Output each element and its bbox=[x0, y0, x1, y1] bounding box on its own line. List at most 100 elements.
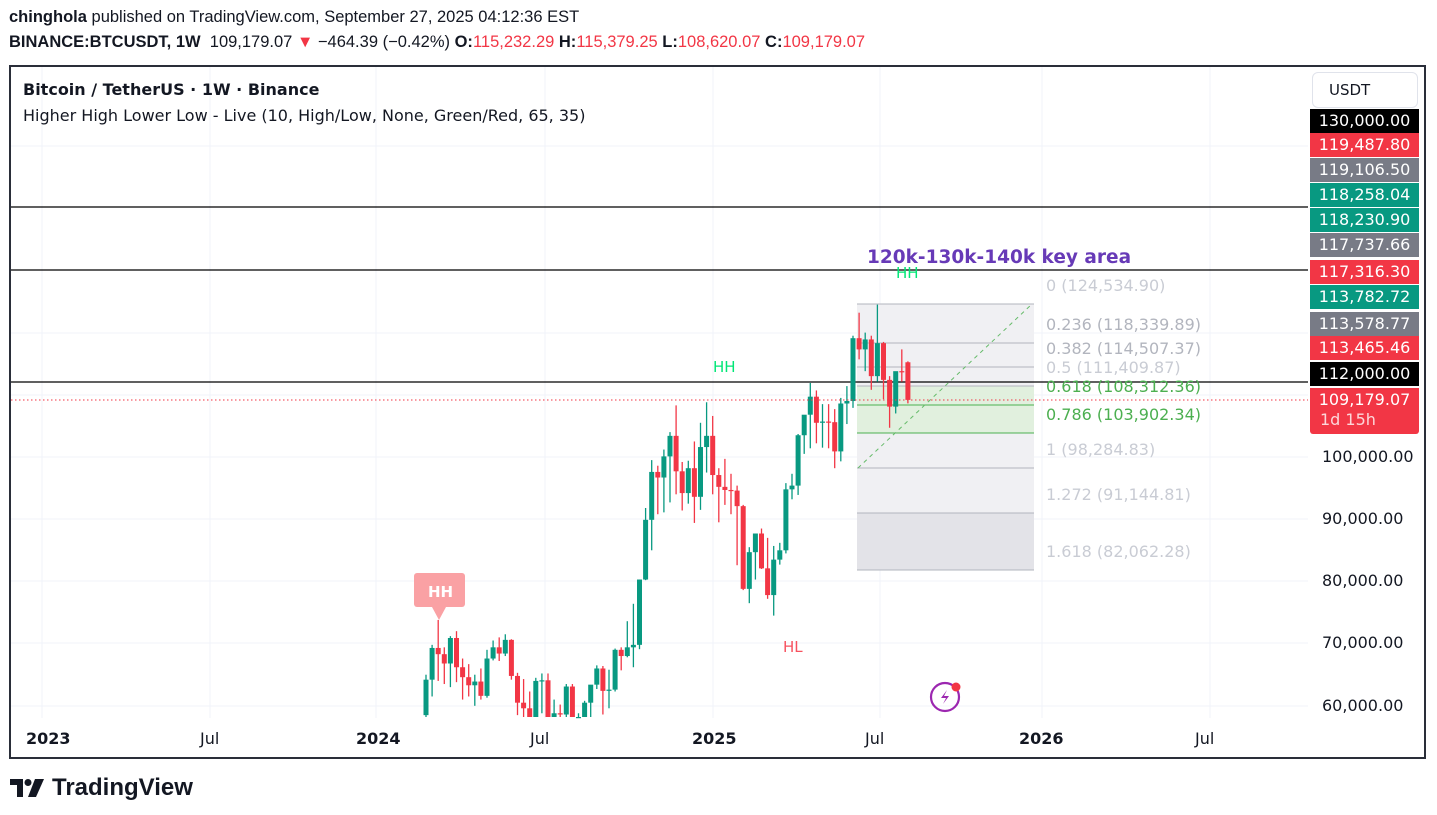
candle bbox=[478, 681, 484, 696]
fib-level-label: 0 (124,534.90) bbox=[1046, 276, 1166, 295]
price-label: 118,258.04 bbox=[1310, 183, 1419, 207]
higher-high-label: HH bbox=[896, 264, 919, 282]
price-label: 112,000.00 bbox=[1310, 362, 1419, 386]
candle bbox=[710, 435, 716, 476]
candle bbox=[801, 414, 807, 436]
candle bbox=[704, 435, 710, 448]
low-value: 108,620.07 bbox=[677, 33, 761, 51]
candle bbox=[551, 713, 557, 717]
fib-level-label: 1.618 (82,062.28) bbox=[1046, 542, 1191, 561]
candle bbox=[856, 338, 862, 350]
candle bbox=[533, 680, 539, 717]
time-tick: 2024 bbox=[356, 729, 401, 748]
time-tick: 2026 bbox=[1019, 729, 1064, 748]
candle bbox=[655, 471, 661, 478]
candle bbox=[868, 339, 874, 377]
current-price-value: 109,179.07 bbox=[1318, 390, 1411, 409]
time-tick: Jul bbox=[1195, 729, 1215, 748]
candle bbox=[423, 679, 429, 716]
open-value: 115,232.29 bbox=[472, 33, 555, 51]
candle bbox=[472, 681, 478, 686]
candle bbox=[679, 471, 685, 494]
price-label: 119,487.80 bbox=[1310, 133, 1419, 157]
candle bbox=[466, 677, 472, 686]
candle bbox=[813, 396, 819, 423]
lightning-icon[interactable] bbox=[929, 681, 961, 713]
published-text: published on TradingView.com, September … bbox=[91, 8, 580, 26]
bar-countdown: 1d 15h bbox=[1320, 410, 1376, 429]
time-tick: 2023 bbox=[26, 729, 71, 748]
candle bbox=[777, 550, 783, 560]
candle bbox=[905, 362, 911, 400]
tradingview-logo-icon bbox=[10, 779, 44, 797]
candle bbox=[862, 339, 868, 350]
candle bbox=[765, 568, 771, 596]
chart-frame bbox=[9, 65, 1426, 759]
candle bbox=[527, 708, 533, 717]
author-name[interactable]: chinghola bbox=[9, 8, 87, 26]
candle bbox=[691, 468, 697, 497]
price-label: 117,316.30 bbox=[1310, 260, 1419, 284]
candle bbox=[667, 435, 673, 457]
publish-info: chinghola published on TradingView.com, … bbox=[9, 8, 579, 27]
candle bbox=[850, 338, 856, 402]
last-price: 109,179.07 bbox=[209, 33, 293, 51]
candle bbox=[795, 435, 801, 486]
fib-level-label: 0.618 (108,312.36) bbox=[1046, 377, 1201, 396]
currency-button[interactable]: USDT bbox=[1312, 72, 1418, 108]
candle bbox=[435, 647, 441, 655]
fib-level-label: 0.5 (111,409.87) bbox=[1046, 358, 1181, 377]
price-tick: 70,000.00 bbox=[1322, 633, 1404, 652]
candle bbox=[826, 421, 832, 423]
symbol-info-bar: BINANCE:BTCUSDT, 1W 109,179.07 ▼ −464.39… bbox=[9, 33, 865, 52]
price-change: −464.39 (−0.42%) bbox=[317, 33, 450, 51]
candle bbox=[600, 668, 606, 691]
candle bbox=[789, 485, 795, 490]
candle bbox=[496, 647, 502, 654]
price-label: 113,465.46 bbox=[1310, 336, 1419, 360]
down-arrow-icon: ▼ bbox=[296, 33, 314, 51]
key-area-annotation[interactable]: 120k-130k-140k key area bbox=[867, 247, 1132, 268]
candle bbox=[838, 403, 844, 452]
open-label: O: bbox=[454, 33, 473, 51]
candle bbox=[752, 533, 758, 553]
candlestick-series bbox=[423, 304, 911, 719]
candle bbox=[588, 684, 594, 703]
candle bbox=[649, 471, 655, 520]
price-tick: 90,000.00 bbox=[1322, 509, 1404, 528]
candle bbox=[807, 396, 813, 415]
close-label: C: bbox=[765, 33, 783, 51]
price-tick: 80,000.00 bbox=[1322, 571, 1404, 590]
price-label: 113,578.77 bbox=[1310, 312, 1419, 336]
candle bbox=[563, 686, 569, 715]
candle bbox=[716, 475, 722, 487]
candle bbox=[569, 686, 575, 717]
candle bbox=[484, 658, 490, 696]
candle bbox=[783, 489, 789, 551]
fib-level-label: 0.236 (118,339.89) bbox=[1046, 315, 1201, 334]
tradingview-logo[interactable]: TradingView bbox=[10, 774, 193, 802]
candle bbox=[844, 401, 850, 404]
candle bbox=[771, 559, 777, 596]
candle bbox=[832, 422, 838, 452]
price-label: 119,106.50 bbox=[1310, 158, 1419, 182]
low-label: L: bbox=[662, 33, 678, 51]
candle bbox=[630, 644, 636, 648]
candle bbox=[576, 717, 581, 719]
high-label: H: bbox=[558, 33, 577, 51]
candle bbox=[899, 371, 905, 373]
candle bbox=[618, 649, 624, 657]
candle bbox=[722, 486, 728, 490]
candle bbox=[746, 552, 752, 589]
time-tick: 2025 bbox=[692, 729, 737, 748]
price-tick: 100,000.00 bbox=[1322, 447, 1414, 466]
indicator-legend[interactable]: Higher High Lower Low - Live (10, High/L… bbox=[23, 106, 586, 125]
chart-title[interactable]: Bitcoin / TetherUS · 1W · Binance bbox=[23, 80, 320, 99]
candle bbox=[820, 421, 825, 423]
price-label: 117,737.66 bbox=[1310, 233, 1419, 257]
candle bbox=[881, 343, 886, 380]
fibonacci-retracement-box bbox=[857, 303, 1034, 571]
candle bbox=[893, 371, 899, 407]
candle bbox=[515, 675, 520, 703]
